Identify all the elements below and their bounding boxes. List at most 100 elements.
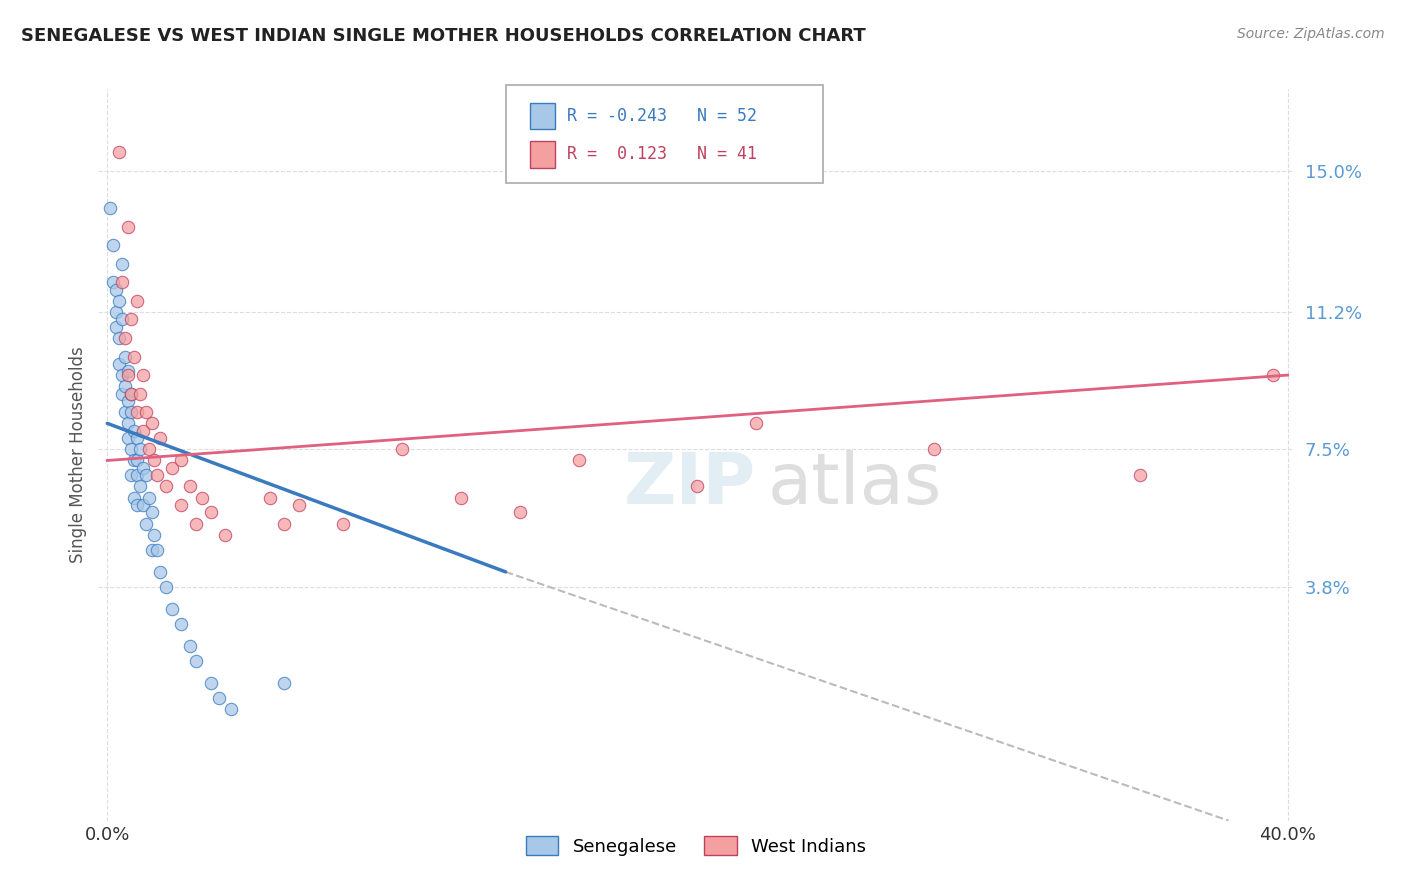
- Point: [131, 424, 153, 438]
- Point: [141, 417, 163, 431]
- Point: [125, 405, 148, 419]
- Text: R = -0.243   N = 52: R = -0.243 N = 52: [567, 107, 756, 125]
- Point: [120, 442, 142, 457]
- Point: [155, 479, 177, 493]
- Point: [108, 331, 131, 345]
- Point: [117, 368, 139, 383]
- Point: [111, 257, 134, 271]
- Point: [170, 616, 193, 631]
- Point: [101, 238, 124, 252]
- Text: SENEGALESE VS WEST INDIAN SINGLE MOTHER HOUSEHOLDS CORRELATION CHART: SENEGALESE VS WEST INDIAN SINGLE MOTHER …: [21, 27, 866, 45]
- Point: [125, 468, 148, 483]
- Text: atlas: atlas: [768, 450, 942, 518]
- Point: [120, 312, 142, 326]
- Point: [170, 498, 193, 512]
- Point: [135, 405, 157, 419]
- Text: Source: ZipAtlas.com: Source: ZipAtlas.com: [1237, 27, 1385, 41]
- Point: [568, 453, 591, 467]
- Point: [122, 491, 145, 505]
- Point: [117, 364, 139, 378]
- Point: [122, 350, 145, 364]
- Point: [105, 305, 128, 319]
- Point: [219, 702, 242, 716]
- Point: [108, 357, 131, 371]
- Point: [200, 676, 222, 690]
- Point: [273, 676, 295, 690]
- Point: [108, 145, 131, 160]
- Point: [120, 386, 142, 401]
- Point: [200, 506, 222, 520]
- Point: [122, 424, 145, 438]
- Point: [131, 498, 153, 512]
- Text: ZIP: ZIP: [623, 450, 756, 518]
- Point: [1261, 368, 1284, 383]
- Point: [922, 442, 945, 457]
- Point: [208, 691, 231, 706]
- Point: [128, 479, 150, 493]
- Point: [120, 405, 142, 419]
- Point: [117, 431, 139, 445]
- Point: [101, 275, 124, 289]
- Point: [125, 498, 148, 512]
- Point: [131, 368, 153, 383]
- Point: [125, 431, 148, 445]
- Point: [149, 431, 172, 445]
- Point: [146, 542, 169, 557]
- Point: [128, 442, 150, 457]
- Point: [105, 283, 128, 297]
- Point: [128, 386, 150, 401]
- Point: [105, 319, 128, 334]
- Legend: Senegalese, West Indians: Senegalese, West Indians: [519, 829, 873, 863]
- Point: [509, 506, 531, 520]
- Point: [114, 379, 136, 393]
- Point: [125, 453, 148, 467]
- Point: [155, 580, 177, 594]
- Point: [288, 498, 311, 512]
- Point: [259, 491, 281, 505]
- Point: [131, 461, 153, 475]
- Point: [143, 453, 166, 467]
- Point: [111, 275, 134, 289]
- Point: [141, 506, 163, 520]
- Point: [111, 386, 134, 401]
- Point: [120, 386, 142, 401]
- Point: [141, 542, 163, 557]
- Point: [114, 331, 136, 345]
- Point: [190, 491, 212, 505]
- Point: [332, 516, 354, 531]
- Point: [111, 368, 134, 383]
- Point: [117, 219, 139, 234]
- Point: [138, 442, 160, 457]
- Point: [122, 453, 145, 467]
- Point: [273, 516, 295, 531]
- Point: [135, 516, 157, 531]
- Point: [1129, 468, 1152, 483]
- Y-axis label: Single Mother Households: Single Mother Households: [69, 347, 87, 563]
- Point: [745, 417, 768, 431]
- Point: [170, 453, 193, 467]
- Point: [686, 479, 709, 493]
- Point: [143, 527, 166, 541]
- Point: [184, 516, 207, 531]
- Point: [117, 417, 139, 431]
- Point: [135, 468, 157, 483]
- Point: [120, 468, 142, 483]
- Point: [214, 527, 236, 541]
- Point: [114, 405, 136, 419]
- Point: [125, 293, 148, 308]
- Point: [391, 442, 413, 457]
- Point: [179, 479, 201, 493]
- Text: R =  0.123   N = 41: R = 0.123 N = 41: [567, 145, 756, 163]
- Point: [450, 491, 472, 505]
- Point: [160, 602, 183, 616]
- Point: [108, 293, 131, 308]
- Point: [111, 312, 134, 326]
- Point: [146, 468, 169, 483]
- Point: [184, 654, 207, 668]
- Point: [160, 461, 183, 475]
- Point: [117, 394, 139, 409]
- Point: [149, 565, 172, 579]
- Point: [138, 491, 160, 505]
- Point: [98, 201, 121, 215]
- Point: [179, 639, 201, 653]
